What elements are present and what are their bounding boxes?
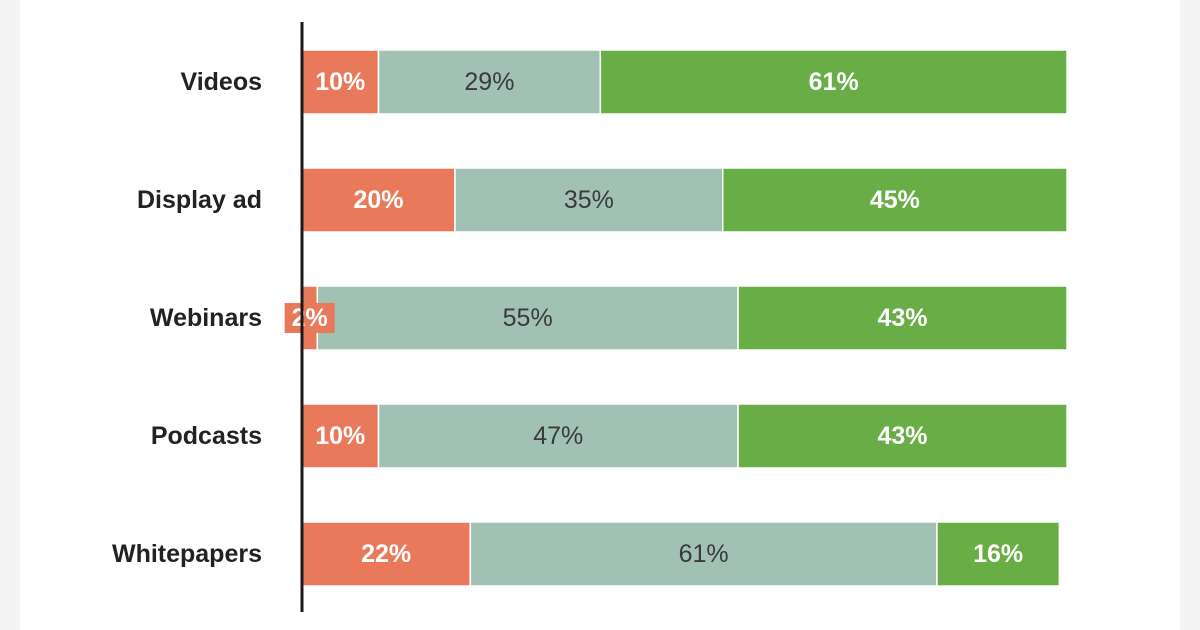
category-label: Videos (180, 68, 262, 96)
category-label: Whitepapers (112, 540, 262, 568)
data-label: 61% (679, 540, 729, 568)
bar-segment (737, 403, 1068, 469)
bar-segment (316, 285, 739, 351)
data-label: 43% (878, 422, 928, 450)
data-label: 16% (973, 540, 1023, 568)
data-label: 43% (878, 304, 928, 332)
data-label: 61% (809, 68, 859, 96)
bar-segment (936, 521, 1061, 587)
category-label: Webinars (150, 304, 262, 332)
bar-segment (377, 403, 739, 469)
data-label: 45% (870, 186, 920, 214)
category-label: Podcasts (151, 422, 262, 450)
bar-segment (301, 403, 380, 469)
bar-segment (722, 167, 1068, 233)
data-label: 10% (315, 422, 365, 450)
bar-segment (301, 521, 472, 587)
data-label: 35% (564, 186, 614, 214)
data-label: 47% (533, 422, 583, 450)
bar-segment (599, 49, 1068, 115)
data-label: 22% (361, 540, 411, 568)
data-label: 55% (503, 304, 553, 332)
category-label: Display ad (137, 186, 262, 214)
data-label: 20% (353, 186, 403, 214)
bar-segment (377, 49, 602, 115)
bar-segment (454, 167, 724, 233)
bar-segment (737, 285, 1068, 351)
chart-panel: Videos 10% 29% 61% Display ad 20% 35% 45% Webina… (20, 0, 1180, 630)
stacked-bar-chart: Videos 10% 29% 61% Display ad 20% 35% 45% Webina… (112, 22, 1068, 612)
data-label: 10% (315, 68, 365, 96)
data-label: 2% (292, 304, 328, 332)
data-label-background (284, 303, 335, 333)
bar-segment (301, 49, 380, 115)
bar-segment (469, 521, 938, 587)
data-label: 29% (464, 68, 514, 96)
